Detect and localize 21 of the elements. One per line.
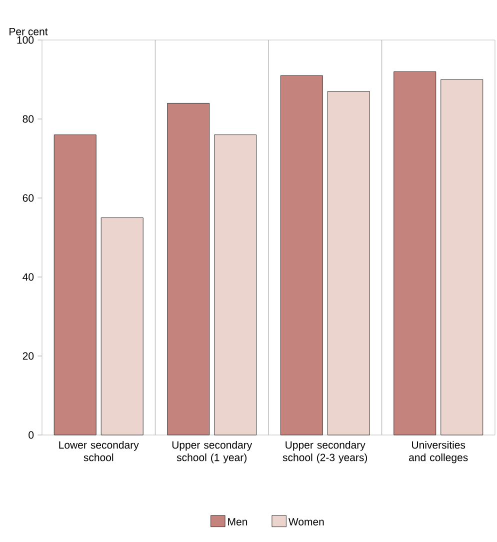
y-tick-label: 80 <box>22 115 34 123</box>
y-tick-label: 0 <box>28 431 34 439</box>
y-tick-label: 40 <box>22 273 34 281</box>
bar <box>100 218 144 436</box>
legend-label: Men <box>228 518 248 526</box>
bar <box>280 75 323 436</box>
bar <box>54 134 96 436</box>
bar <box>440 79 484 436</box>
y-tick-label: 60 <box>22 194 34 202</box>
x-tick-label: Upper secondary school (2-3 years) <box>282 440 368 464</box>
bar <box>167 102 210 436</box>
y-tick-label: 100 <box>17 36 34 44</box>
x-tick-label: Upper secondary school (1 year) <box>172 440 252 464</box>
y-tick-label: 20 <box>22 352 34 360</box>
bar <box>327 91 370 436</box>
bar <box>214 134 257 436</box>
y-axis-title: Per cent <box>10 28 48 36</box>
bar <box>394 71 436 436</box>
x-tick-label: Universities and colleges <box>409 440 468 464</box>
legend-label: Women <box>288 518 324 526</box>
x-tick-label: Lower secondary school <box>59 440 139 462</box>
